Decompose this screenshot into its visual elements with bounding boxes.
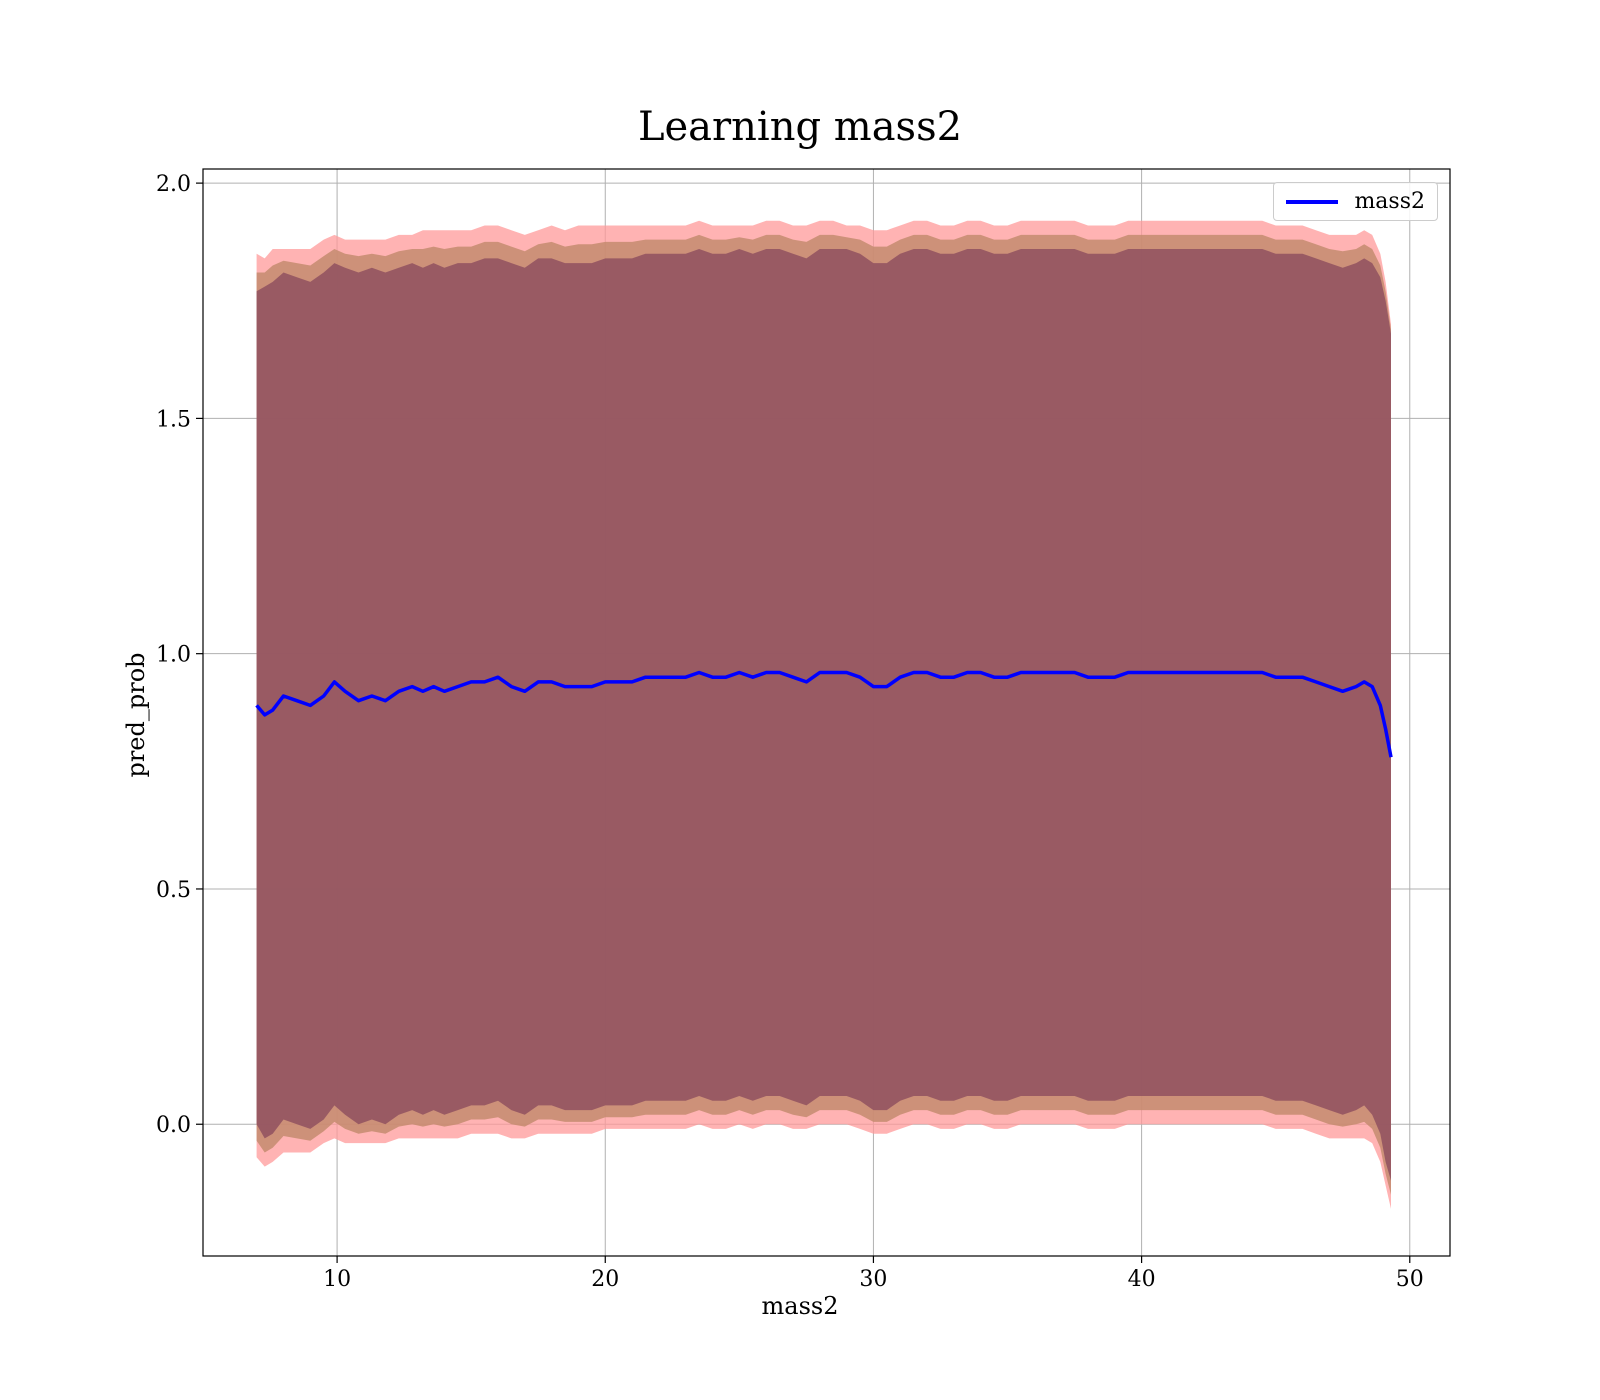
x-tick-label: 30 bbox=[859, 1267, 887, 1292]
y-tick-label: 0.0 bbox=[156, 1113, 191, 1138]
chart-title: Learning mass2 bbox=[637, 104, 963, 150]
x-tick-label: 20 bbox=[591, 1267, 619, 1292]
confidence-bands bbox=[256, 220, 1392, 1209]
legend: mass2 bbox=[1273, 182, 1438, 221]
y-axis-label: pred_prob bbox=[122, 652, 150, 778]
y-axis-ticks: 0.0 0.5 1.0 1.5 2.0 bbox=[156, 172, 203, 1138]
series-line-mass2 bbox=[255, 670, 1393, 758]
plot-frame bbox=[202, 168, 1451, 1257]
y-tick-label: 0.5 bbox=[156, 878, 191, 903]
y-tick-label: 1.0 bbox=[156, 643, 191, 668]
legend-entry-mass2: mass2 bbox=[1354, 189, 1425, 214]
y-tick-label: 1.5 bbox=[156, 407, 191, 432]
legend-swatch-mass2 bbox=[1286, 199, 1339, 204]
x-axis-label: mass2 bbox=[761, 1292, 839, 1320]
band-inner bbox=[256, 249, 1392, 1181]
series-layer bbox=[255, 670, 1393, 758]
x-tick-label: 50 bbox=[1396, 1267, 1424, 1292]
x-tick-label: 40 bbox=[1128, 1267, 1156, 1292]
y-tick-label: 2.0 bbox=[156, 172, 191, 197]
x-tick-label: 10 bbox=[323, 1267, 351, 1292]
x-axis-ticks: 10 20 30 40 50 bbox=[323, 1256, 1424, 1292]
